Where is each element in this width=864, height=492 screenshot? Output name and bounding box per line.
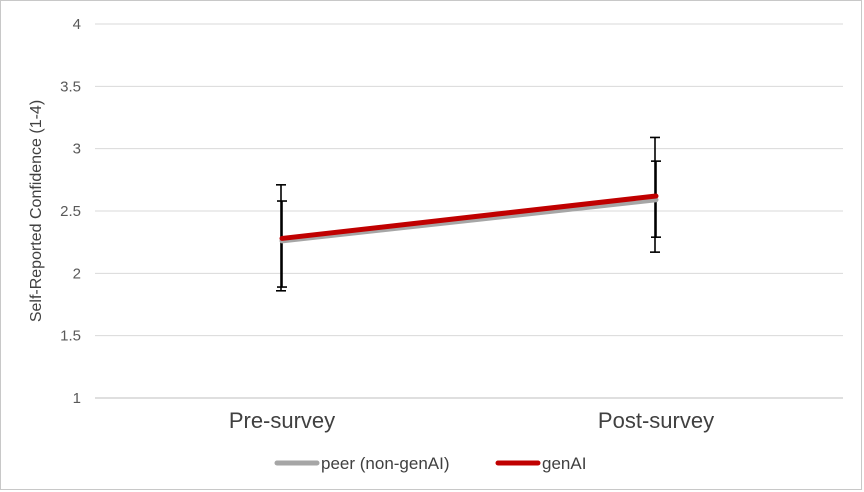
legend-label: genAI (542, 454, 586, 473)
y-tick-label: 2.5 (60, 203, 81, 220)
y-tick-label: 2 (73, 265, 81, 282)
y-tick-label: 4 (73, 16, 81, 33)
series-lines (279, 193, 659, 244)
legend-label: peer (non-genAI) (321, 454, 450, 473)
x-category-label: Post-survey (598, 408, 714, 433)
error-bars (276, 136, 661, 292)
gridlines (95, 23, 843, 399)
y-axis-ticks: 1 1.5 2 2.5 3 3.5 4 (60, 16, 81, 407)
x-category-label: Pre-survey (229, 408, 335, 433)
series-line (279, 193, 659, 241)
y-tick-label: 1 (73, 390, 81, 407)
legend: peer (non-genAI) genAI (274, 454, 586, 473)
series-line (279, 197, 659, 244)
x-axis-categories: Pre-survey Post-survey (229, 408, 714, 433)
y-tick-label: 3 (73, 141, 81, 158)
y-axis-title: Self-Reported Confidence (1-4) (28, 100, 45, 322)
y-tick-label: 3.5 (60, 78, 81, 95)
y-tick-label: 1.5 (60, 328, 81, 345)
